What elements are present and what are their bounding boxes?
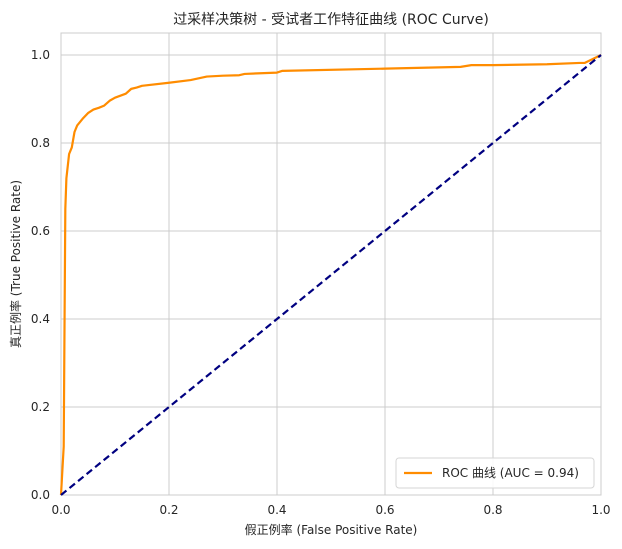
y-tick-label: 0.4: [31, 312, 50, 326]
y-tick-label: 0.6: [31, 224, 50, 238]
y-tick-label: 0.0: [31, 488, 50, 502]
x-tick-label: 0.4: [267, 503, 286, 517]
legend-box: [395, 457, 595, 489]
legend-label-roc: ROC 曲线 (AUC = 0.94): [442, 466, 579, 480]
legend: ROC 曲线 (AUC = 0.94): [395, 457, 595, 489]
series-layer: [59, 54, 602, 496]
x-tick-label: 0.0: [51, 503, 70, 517]
chance-diagonal-line: [60, 54, 602, 496]
x-axis-title: 假正例率 (False Positive Rate): [245, 522, 418, 537]
x-tick-label: 0.8: [483, 503, 502, 517]
x-tick-label: 1.0: [591, 503, 610, 517]
plot-frame: [60, 32, 602, 496]
y-tick-label: 1.0: [31, 48, 50, 62]
x-tick-label: 0.6: [375, 503, 394, 517]
tick-labels: 0.0 0.2 0.4 0.6 0.8 1.0 0.0 0.2 0.4 0.6 0.8 1.0: [31, 48, 611, 517]
y-tick-label: 0.8: [31, 136, 50, 150]
y-axis-title: 真正例率 (True Positive Rate): [8, 180, 23, 348]
y-tick-label: 0.2: [31, 400, 50, 414]
x-tick-label: 0.2: [159, 503, 178, 517]
chart-title: 过采样决策树 - 受试者工作特征曲线 (ROC Curve): [173, 11, 489, 28]
roc-curve-line: [59, 54, 602, 496]
grid: [60, 33, 602, 496]
